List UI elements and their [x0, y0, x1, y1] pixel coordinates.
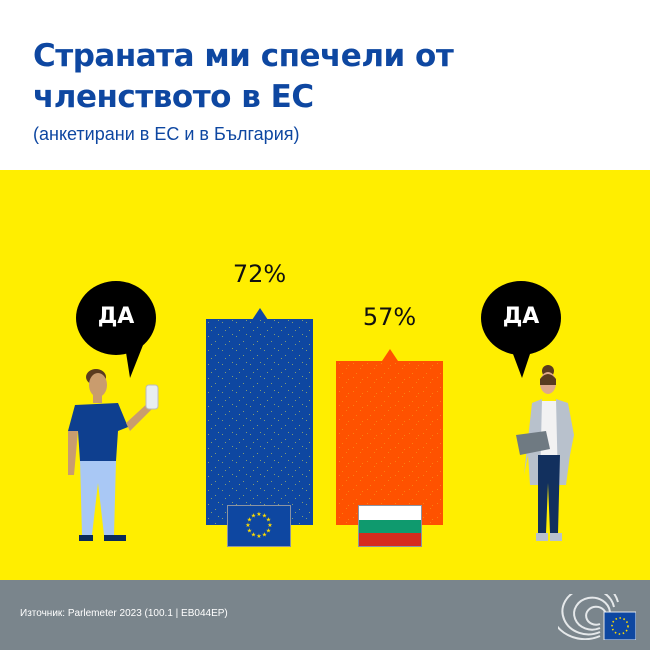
speech-bubble-left: ДА [75, 280, 157, 380]
svg-text:★: ★ [267, 522, 272, 529]
svg-text:★: ★ [262, 513, 267, 520]
speckle-texture [336, 361, 443, 525]
chart-panel: 72% ★ ★ ★ ★ ★ ★ ★ ★ ★ ★ ★ ★ 57% [0, 170, 650, 580]
eu-flag-icon: ★ ★ ★ ★ ★ ★ ★ ★ ★ ★ ★ ★ [227, 505, 291, 547]
svg-text:★: ★ [247, 517, 252, 524]
eu-bar [206, 319, 313, 525]
bg-bar [336, 361, 443, 525]
svg-text:★: ★ [266, 517, 271, 524]
source-note: Източник: Parlemeter 2023 (100.1 | EB044… [20, 608, 228, 619]
european-parliament-logo-icon [558, 594, 636, 640]
woman-illustration [516, 365, 574, 541]
svg-text:★: ★ [247, 528, 252, 535]
svg-text:★: ★ [262, 532, 267, 539]
footer: Източник: Parlemeter 2023 (100.1 | EB044… [0, 580, 650, 650]
page-title: Страната ми спечели от членството в ЕС [33, 38, 454, 115]
svg-text:★: ★ [245, 522, 250, 529]
bubble-text: ДА [502, 304, 540, 329]
header: Страната ми спечели от членството в ЕС (… [0, 0, 650, 170]
bg-bar-pointer [382, 349, 398, 361]
eu-value-label: 72% [232, 260, 287, 288]
bg-value-label: 57% [362, 303, 417, 331]
svg-text:★: ★ [251, 513, 256, 520]
page-subtitle: (анкетирани в ЕС и в България) [33, 124, 300, 144]
bubble-text: ДА [97, 304, 135, 329]
svg-text:★: ★ [251, 532, 256, 539]
bulgaria-flag-icon [358, 505, 422, 547]
svg-text:★: ★ [256, 511, 261, 518]
speech-bubble-right: ДА [480, 280, 562, 380]
man-illustration [68, 369, 159, 541]
svg-text:★: ★ [266, 528, 271, 535]
svg-text:★: ★ [256, 533, 261, 540]
eu-bar-pointer [252, 308, 268, 320]
speckle-texture [206, 319, 313, 525]
